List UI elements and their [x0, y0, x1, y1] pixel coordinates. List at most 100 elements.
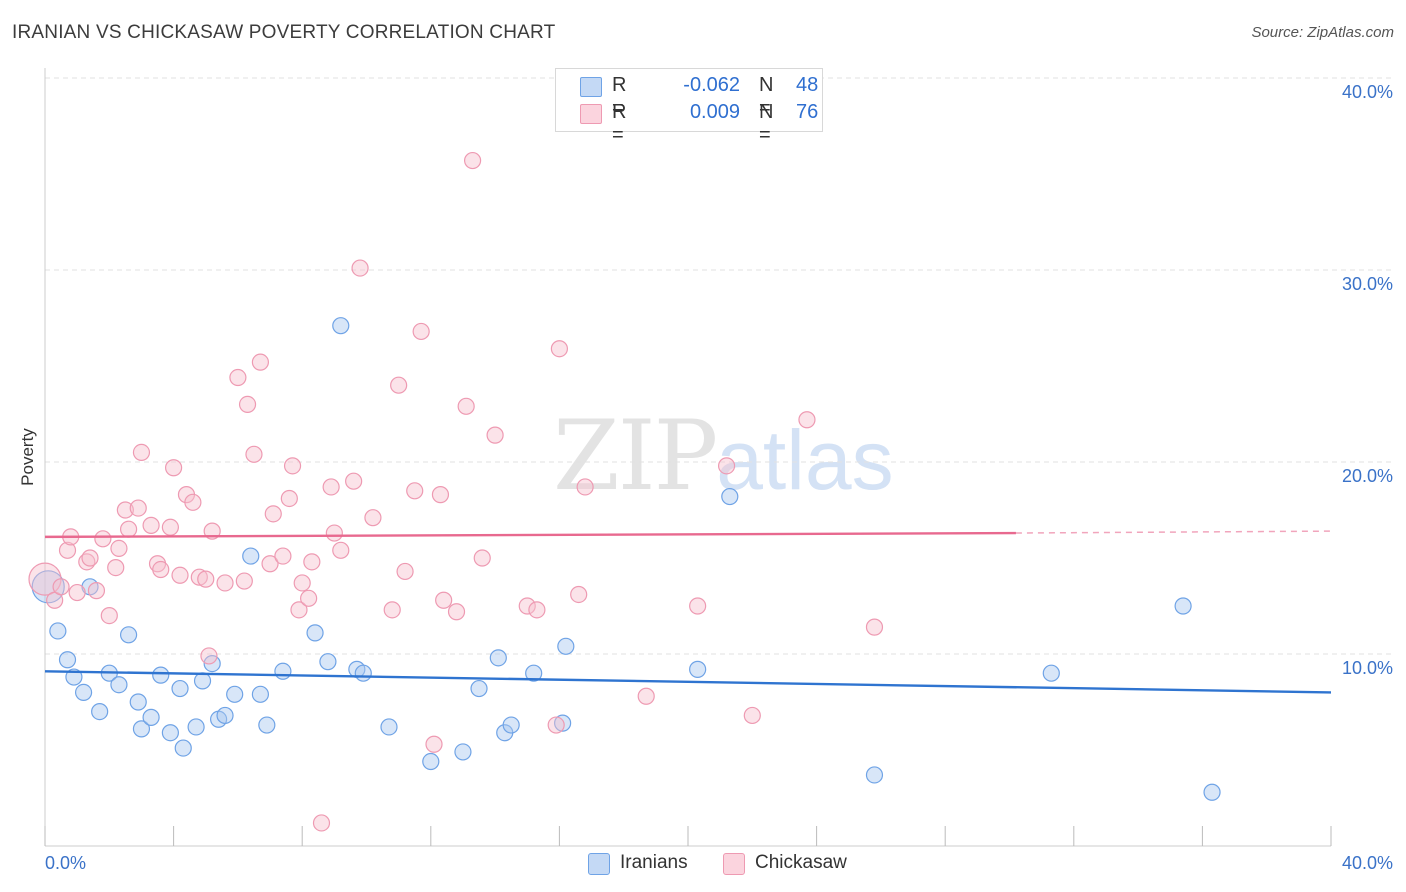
point-iranians: [454, 743, 472, 761]
point-chickasaw: [132, 443, 151, 461]
point-iranians: [187, 718, 205, 736]
legend-r-value: -0.062: [683, 74, 740, 96]
legend-swatch-iranians: [580, 77, 602, 97]
legend-n-label: N =: [759, 101, 774, 146]
point-chickasaw: [518, 597, 536, 615]
point-chickasaw: [300, 589, 318, 607]
point-chickasaw: [312, 814, 331, 832]
point-chickasaw: [87, 582, 106, 600]
point-chickasaw: [865, 618, 884, 636]
point-chickasaw: [119, 520, 138, 538]
point-iranians: [142, 708, 160, 726]
point-iranians: [193, 672, 212, 690]
legend-n-label: N =: [759, 74, 774, 119]
point-chickasaw: [171, 566, 189, 584]
point-iranians: [689, 660, 707, 678]
point-iranians: [354, 664, 372, 682]
bottom-legend-label: Iranians: [620, 852, 688, 873]
point-iranians: [274, 662, 292, 680]
bottom-legend-label: Chickasaw: [755, 852, 847, 873]
point-iranians: [380, 718, 398, 736]
point-chickasaw: [293, 574, 311, 592]
point-chickasaw: [200, 647, 218, 665]
point-chickasaw: [142, 516, 160, 534]
point-iranians: [502, 716, 520, 734]
point-iranians: [161, 724, 179, 742]
legend-r-label: R =: [612, 101, 627, 146]
point-chickasaw: [261, 555, 279, 573]
point-iranians: [110, 676, 128, 694]
point-chickasaw: [473, 549, 491, 567]
point-chickasaw: [251, 353, 270, 371]
chart-title: IRANIAN VS CHICKASAW POVERTY CORRELATION…: [12, 22, 556, 43]
point-chickasaw: [435, 591, 453, 609]
point-chickasaw: [412, 322, 430, 341]
point-chickasaw: [325, 524, 343, 542]
point-chickasaw: [58, 541, 77, 559]
point-chickasaw: [229, 368, 247, 387]
point-iranians: [129, 693, 147, 711]
point-iranians: [171, 679, 189, 698]
point-chickasaw: [129, 499, 147, 517]
point-chickasaw: [107, 558, 125, 577]
point-chickasaw: [345, 472, 363, 490]
legend-n-value: 48: [796, 74, 819, 96]
y-tick-label: 10.0%: [1342, 658, 1393, 678]
point-iranians: [557, 637, 575, 655]
point-iranians: [74, 683, 93, 702]
point-chickasaw: [486, 426, 504, 444]
point-chickasaw: [457, 397, 475, 415]
point-chickasaw: [390, 376, 408, 394]
point-chickasaw: [264, 505, 282, 523]
point-chickasaw: [351, 259, 369, 277]
point-iranians: [1042, 664, 1060, 682]
point-iranians: [721, 487, 739, 506]
point-chickasaw: [165, 459, 183, 477]
point-chickasaw: [447, 603, 466, 621]
y-tick-label: 20.0%: [1342, 466, 1393, 486]
point-chickasaw: [689, 597, 707, 615]
point-iranians: [152, 666, 170, 684]
point-chickasaw: [190, 568, 208, 586]
point-chickasaw: [364, 509, 382, 527]
bottom-legend-swatch-iranians: [588, 853, 610, 875]
point-chickasaw: [283, 457, 302, 475]
point-chickasaw: [100, 606, 118, 625]
point-chickasaw: [274, 547, 292, 565]
point-chickasaw: [576, 478, 594, 496]
source-label: Source: ZipAtlas.com: [1251, 24, 1394, 41]
point-chickasaw: [152, 560, 170, 579]
point-chickasaw: [332, 541, 350, 559]
point-chickasaw: [197, 570, 215, 588]
y-axis-label: Poverty: [18, 428, 37, 486]
point-chickasaw: [245, 445, 263, 463]
trendline-chickasaw: [44, 531, 1016, 539]
point-chickasaw: [322, 478, 340, 496]
point-chickasaw: [547, 716, 565, 734]
point-iranians: [242, 547, 260, 565]
point-iranians: [251, 685, 270, 703]
point-iranians: [119, 626, 138, 644]
point-chickasaw: [383, 601, 401, 619]
point-iranians: [174, 739, 192, 757]
y-tick-label: 40.0%: [1342, 82, 1393, 102]
x-tick-label-end: 40.0%: [1342, 853, 1393, 873]
point-chickasaw: [280, 489, 298, 508]
point-iranians: [554, 714, 572, 732]
point-chickasaw: [425, 735, 443, 753]
point-iranians: [332, 317, 350, 335]
legend-n-value: 76: [796, 101, 819, 123]
point-iranians: [132, 720, 151, 738]
point-iranians: [1174, 597, 1192, 615]
point-chickasaw: [110, 539, 128, 558]
point-chickasaw: [396, 562, 414, 581]
y-tick-label: 30.0%: [1342, 274, 1393, 294]
point-chickasaw: [116, 501, 134, 519]
point-iranians: [306, 624, 324, 642]
trendline-chickasaw-extension: [1015, 530, 1332, 534]
point-iranians: [525, 664, 543, 682]
point-chickasaw: [184, 493, 202, 511]
x-tick-label-start: 0.0%: [45, 853, 86, 873]
point-chickasaw: [798, 411, 816, 429]
point-chickasaw: [161, 518, 179, 536]
